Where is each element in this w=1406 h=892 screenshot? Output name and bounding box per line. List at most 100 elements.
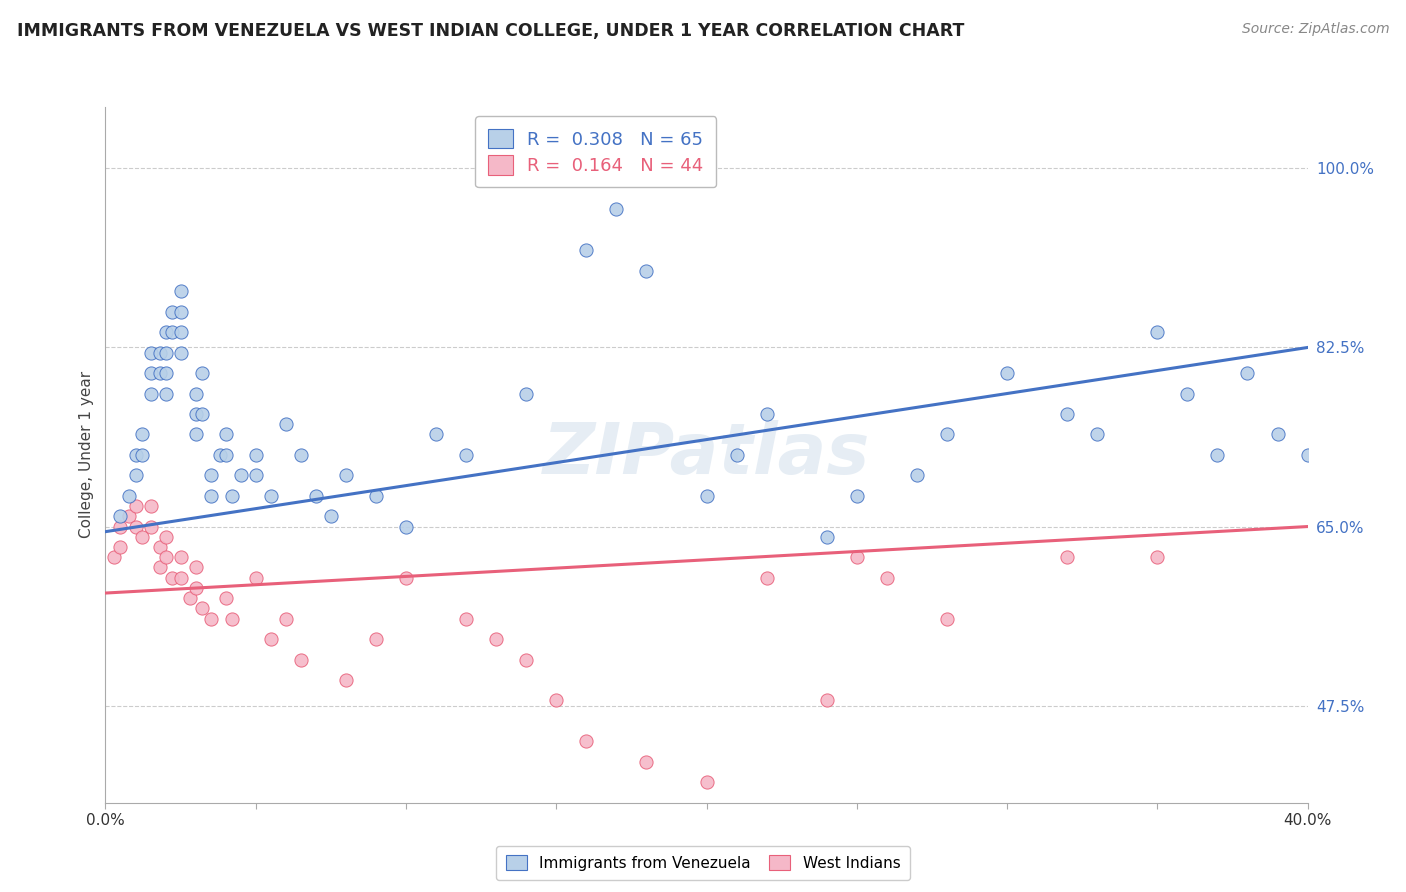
Point xyxy=(335,468,357,483)
Point xyxy=(139,386,162,401)
Legend: R =  0.308   N = 65, R =  0.164   N = 44: R = 0.308 N = 65, R = 0.164 N = 44 xyxy=(475,116,717,187)
Point xyxy=(169,550,191,565)
Point xyxy=(155,345,177,359)
Point xyxy=(905,468,928,483)
Point xyxy=(124,499,146,513)
Point xyxy=(148,540,170,554)
Point xyxy=(214,427,236,442)
Point xyxy=(876,571,898,585)
Point xyxy=(190,407,212,421)
Point xyxy=(305,489,328,503)
Point xyxy=(148,345,170,359)
Point xyxy=(815,530,838,544)
Point xyxy=(636,755,658,769)
Point xyxy=(155,386,177,401)
Point xyxy=(319,509,342,524)
Point xyxy=(696,775,718,789)
Text: ZIPatlas: ZIPatlas xyxy=(543,420,870,490)
Point xyxy=(335,673,357,687)
Point xyxy=(575,734,598,748)
Point xyxy=(274,612,297,626)
Point xyxy=(995,366,1018,380)
Point xyxy=(425,427,447,442)
Point xyxy=(936,612,959,626)
Point xyxy=(485,632,508,646)
Point xyxy=(169,284,191,298)
Point xyxy=(184,407,207,421)
Point xyxy=(725,448,748,462)
Point xyxy=(139,519,162,533)
Point xyxy=(1085,427,1108,442)
Point xyxy=(139,366,162,380)
Point xyxy=(274,417,297,432)
Point xyxy=(605,202,627,217)
Point xyxy=(260,632,283,646)
Point xyxy=(110,540,132,554)
Point xyxy=(636,264,658,278)
Point xyxy=(200,489,222,503)
Point xyxy=(245,448,267,462)
Point xyxy=(169,304,191,318)
Point xyxy=(260,489,283,503)
Point xyxy=(110,509,132,524)
Point xyxy=(221,489,243,503)
Point xyxy=(454,448,477,462)
Point xyxy=(118,489,141,503)
Point xyxy=(755,407,778,421)
Point xyxy=(395,571,418,585)
Point xyxy=(124,519,146,533)
Point xyxy=(1206,448,1229,462)
Point xyxy=(148,366,170,380)
Point xyxy=(290,448,312,462)
Point xyxy=(515,386,537,401)
Point xyxy=(184,560,207,574)
Legend: Immigrants from Venezuela, West Indians: Immigrants from Venezuela, West Indians xyxy=(496,846,910,880)
Point xyxy=(139,499,162,513)
Point xyxy=(200,612,222,626)
Point xyxy=(208,448,231,462)
Point xyxy=(1056,407,1078,421)
Point xyxy=(184,581,207,595)
Point xyxy=(290,652,312,666)
Point xyxy=(245,468,267,483)
Point xyxy=(1146,325,1168,339)
Point xyxy=(364,632,387,646)
Point xyxy=(124,468,146,483)
Point xyxy=(179,591,201,606)
Point xyxy=(190,366,212,380)
Point xyxy=(1146,550,1168,565)
Point xyxy=(148,560,170,574)
Point xyxy=(936,427,959,442)
Text: IMMIGRANTS FROM VENEZUELA VS WEST INDIAN COLLEGE, UNDER 1 YEAR CORRELATION CHART: IMMIGRANTS FROM VENEZUELA VS WEST INDIAN… xyxy=(17,22,965,40)
Point xyxy=(169,345,191,359)
Point xyxy=(110,519,132,533)
Point xyxy=(155,366,177,380)
Point xyxy=(190,601,212,615)
Point xyxy=(131,530,153,544)
Point xyxy=(845,489,868,503)
Point xyxy=(139,345,162,359)
Point xyxy=(124,448,146,462)
Point xyxy=(214,591,236,606)
Point xyxy=(515,652,537,666)
Point xyxy=(155,550,177,565)
Point xyxy=(131,427,153,442)
Point xyxy=(1236,366,1258,380)
Point xyxy=(214,448,236,462)
Point xyxy=(155,325,177,339)
Point xyxy=(364,489,387,503)
Point xyxy=(245,571,267,585)
Point xyxy=(1296,448,1319,462)
Point xyxy=(454,612,477,626)
Point xyxy=(160,304,183,318)
Point xyxy=(1056,550,1078,565)
Point xyxy=(118,509,141,524)
Point xyxy=(696,489,718,503)
Point xyxy=(755,571,778,585)
Point xyxy=(815,693,838,707)
Y-axis label: College, Under 1 year: College, Under 1 year xyxy=(79,371,94,539)
Point xyxy=(221,612,243,626)
Point xyxy=(395,519,418,533)
Point xyxy=(546,693,568,707)
Point xyxy=(229,468,252,483)
